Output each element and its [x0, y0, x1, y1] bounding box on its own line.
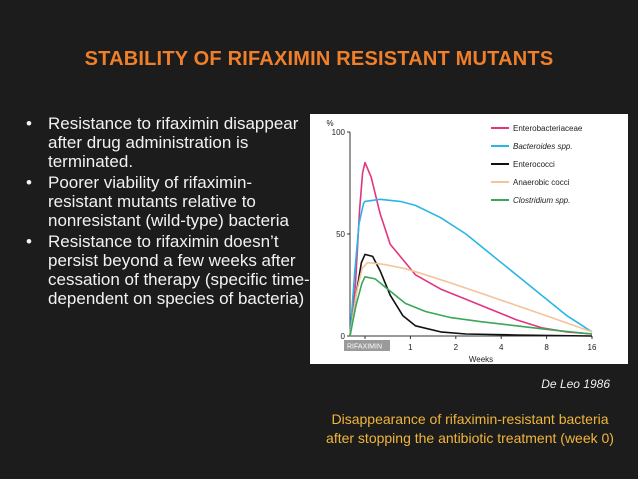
x-tick-label: 4	[499, 343, 504, 352]
citation: De Leo 1986	[541, 377, 610, 391]
rifaximin-label: RIFAXIMIN	[347, 344, 382, 351]
rifaximin-marker	[344, 340, 390, 351]
x-tick-label: 2	[454, 343, 459, 352]
legend-label: Enterococci	[513, 160, 555, 169]
y-tick-label: 100	[332, 128, 346, 137]
bullet-list: Resistance to rifaximin disappear after …	[24, 114, 314, 310]
y-tick-label: 50	[336, 230, 345, 239]
legend-label: Bacteroides spp.	[513, 142, 573, 151]
bullet-item: Resistance to rifaximin doesn’t persist …	[24, 232, 314, 308]
line-chart: 050100%0124816WeeksRIFAXIMINEnterobacter…	[326, 119, 597, 364]
series-line	[349, 253, 593, 337]
slide-title: STABILITY OF RIFAXIMIN RESISTANT MUTANTS	[84, 48, 554, 70]
x-tick-label: 16	[588, 343, 597, 352]
legend-label: Anaerobic cocci	[513, 178, 570, 187]
figure-caption: Disappearance of rifaximin-resistant bac…	[326, 411, 614, 446]
x-axis-label: Weeks	[469, 355, 493, 364]
series-line	[349, 161, 593, 337]
bullet-item: Poorer viability of rifaximin-resistant …	[24, 173, 314, 230]
bullet-item: Resistance to rifaximin disappear after …	[24, 114, 314, 171]
chart-panel: 050100%0124816WeeksRIFAXIMINEnterobacter…	[310, 114, 628, 364]
x-tick-label: 1	[408, 343, 413, 352]
x-tick-label: 8	[544, 343, 549, 352]
series-line	[349, 261, 593, 337]
series-line	[349, 276, 593, 337]
series-line	[349, 198, 593, 337]
y-tick-label: 0	[341, 332, 346, 341]
y-axis-label: %	[326, 119, 333, 128]
legend-label: Clostridium spp.	[513, 196, 570, 205]
legend-label: Enterobacteriaceae	[513, 124, 583, 133]
